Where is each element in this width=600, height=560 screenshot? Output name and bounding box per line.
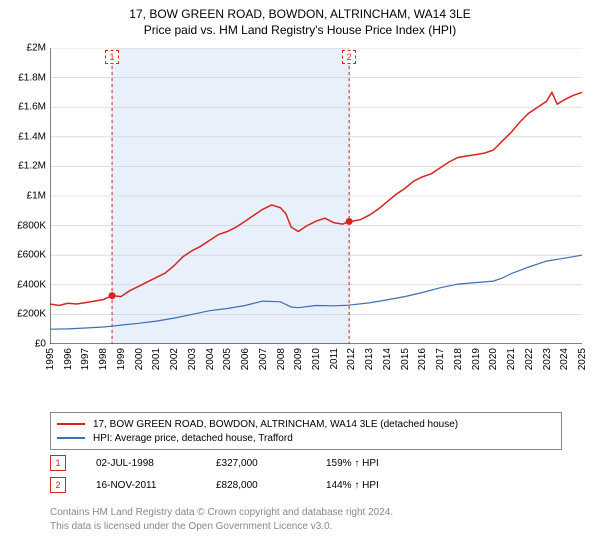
plot-marker-box: 2 [342, 50, 356, 64]
y-tick-label: £1.2M [18, 161, 46, 172]
x-tick-label: 2018 [453, 348, 464, 370]
x-tick-label: 1998 [98, 348, 109, 370]
x-tick-label: 2014 [382, 348, 393, 370]
x-tick-label: 2011 [329, 348, 340, 370]
plot-marker-box: 1 [105, 50, 119, 64]
x-tick-label: 1997 [80, 348, 91, 370]
legend-swatch-1 [57, 437, 85, 439]
x-tick-label: 2004 [205, 348, 216, 370]
x-tick-label: 1995 [45, 348, 56, 370]
x-tick-label: 2010 [311, 348, 322, 370]
x-tick-label: 2023 [542, 348, 553, 370]
x-tick-label: 2008 [276, 348, 287, 370]
legend-box: 17, BOW GREEN ROAD, BOWDON, ALTRINCHAM, … [50, 412, 562, 450]
x-tick-label: 2009 [293, 348, 304, 370]
x-tick-label: 2019 [471, 348, 482, 370]
marker-table: 1 02-JUL-1998 £327,000 159% ↑ HPI 2 16-N… [50, 452, 406, 496]
x-tick-label: 2005 [222, 348, 233, 370]
y-tick-label: £1M [27, 191, 46, 202]
marker-box-1: 2 [50, 477, 66, 493]
marker-price-1: £828,000 [216, 480, 326, 491]
x-tick-label: 2015 [400, 348, 411, 370]
y-tick-label: £1.8M [18, 72, 46, 83]
footer-line-2: This data is licensed under the Open Gov… [50, 520, 393, 534]
x-tick-label: 2021 [506, 348, 517, 370]
footer-line-1: Contains HM Land Registry data © Crown c… [50, 506, 393, 520]
chart-container: 17, BOW GREEN ROAD, BOWDON, ALTRINCHAM, … [0, 0, 600, 560]
x-tick-label: 1996 [63, 348, 74, 370]
marker-num-1: 2 [55, 480, 60, 490]
x-tick-label: 2006 [240, 348, 251, 370]
legend-label-0: 17, BOW GREEN ROAD, BOWDON, ALTRINCHAM, … [93, 419, 458, 430]
x-tick-label: 2020 [488, 348, 499, 370]
marker-price-0: £327,000 [216, 458, 326, 469]
y-tick-label: £400K [17, 279, 46, 290]
marker-pct-0: 159% ↑ HPI [326, 458, 406, 469]
legend-row-0: 17, BOW GREEN ROAD, BOWDON, ALTRINCHAM, … [57, 417, 555, 431]
y-tick-label: £800K [17, 220, 46, 231]
y-tick-label: £600K [17, 250, 46, 261]
y-tick-label: £200K [17, 309, 46, 320]
footer-text: Contains HM Land Registry data © Crown c… [50, 506, 393, 533]
title-line-1: 17, BOW GREEN ROAD, BOWDON, ALTRINCHAM, … [0, 6, 600, 22]
marker-date-1: 16-NOV-2011 [96, 480, 216, 491]
x-tick-label: 2012 [346, 348, 357, 370]
x-tick-label: 2003 [187, 348, 198, 370]
x-tick-label: 2007 [258, 348, 269, 370]
x-tick-label: 2000 [134, 348, 145, 370]
x-tick-label: 2017 [435, 348, 446, 370]
x-tick-label: 2002 [169, 348, 180, 370]
legend-label-1: HPI: Average price, detached house, Traf… [93, 433, 293, 444]
title-block: 17, BOW GREEN ROAD, BOWDON, ALTRINCHAM, … [0, 0, 600, 38]
x-tick-label: 2022 [524, 348, 535, 370]
x-tick-label: 2024 [559, 348, 570, 370]
x-tick-label: 1999 [116, 348, 127, 370]
marker-num-0: 1 [55, 458, 60, 468]
y-tick-label: £1.6M [18, 102, 46, 113]
title-line-2: Price paid vs. HM Land Registry's House … [0, 22, 600, 38]
x-tick-label: 2013 [364, 348, 375, 370]
marker-row-1: 2 16-NOV-2011 £828,000 144% ↑ HPI [50, 474, 406, 496]
chart-area: £0£200K£400K£600K£800K£1M£1.2M£1.4M£1.6M… [50, 48, 582, 376]
marker-row-0: 1 02-JUL-1998 £327,000 159% ↑ HPI [50, 452, 406, 474]
x-tick-label: 2016 [417, 348, 428, 370]
marker-pct-1: 144% ↑ HPI [326, 480, 406, 491]
y-tick-label: £1.4M [18, 131, 46, 142]
marker-date-0: 02-JUL-1998 [96, 458, 216, 469]
x-tick-label: 2025 [577, 348, 588, 370]
marker-box-0: 1 [50, 455, 66, 471]
x-tick-label: 2001 [151, 348, 162, 370]
y-tick-label: £2M [27, 43, 46, 54]
legend-row-1: HPI: Average price, detached house, Traf… [57, 431, 555, 445]
plot-svg [50, 48, 582, 344]
legend-swatch-0 [57, 423, 85, 425]
